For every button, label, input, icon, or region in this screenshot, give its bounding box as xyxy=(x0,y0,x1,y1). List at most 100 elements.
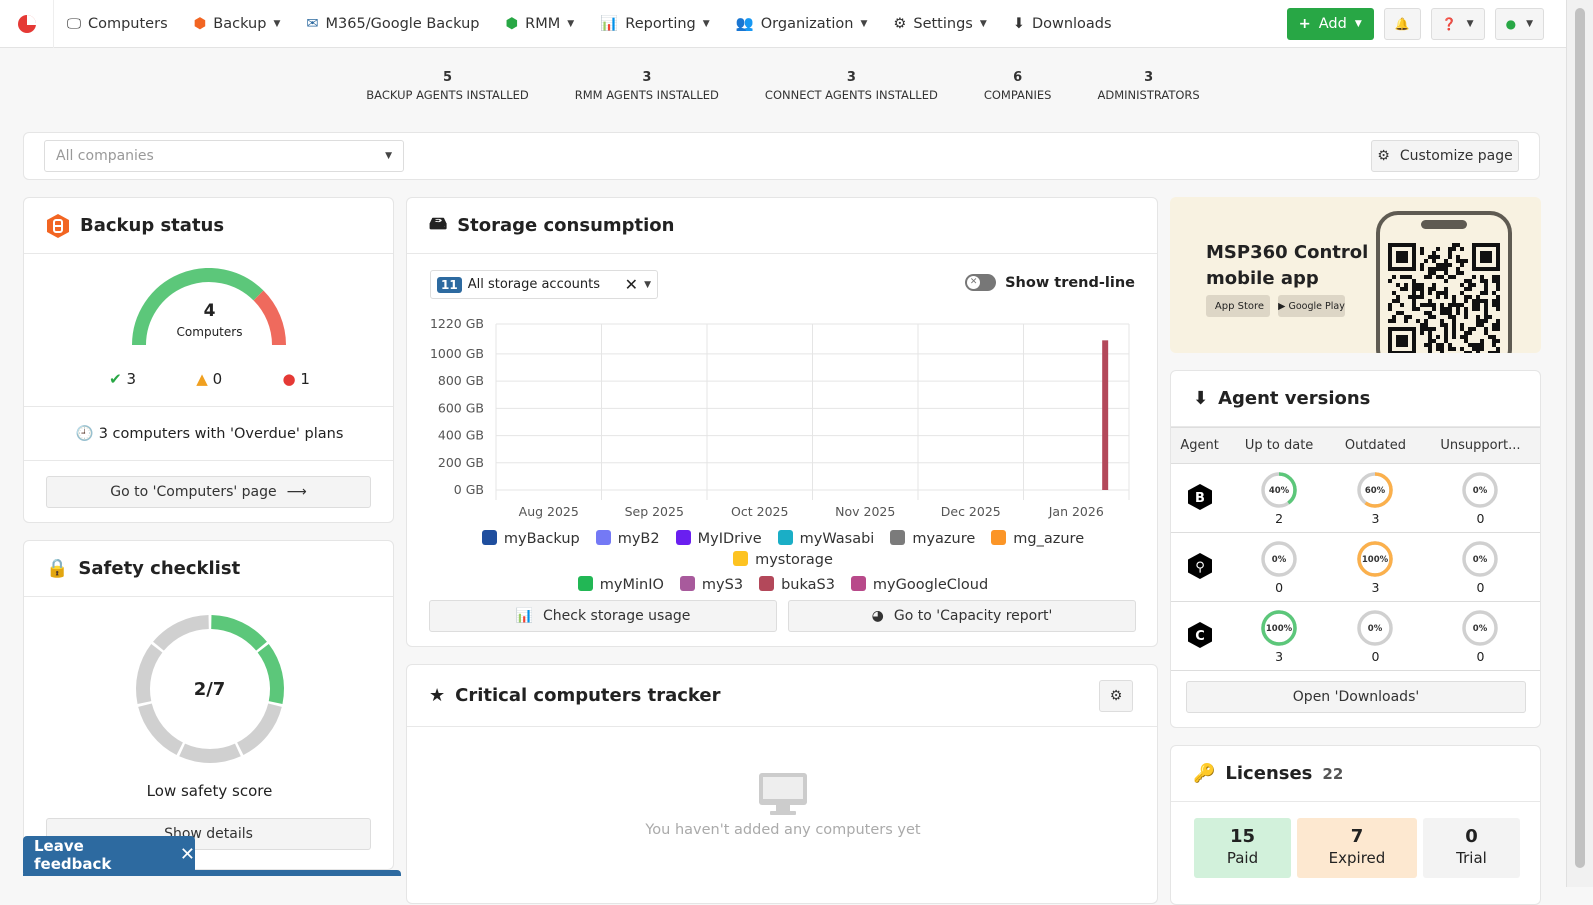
clear-icon[interactable]: ✕ xyxy=(624,275,639,294)
stat-item[interactable]: 3 RMM AGENTS INSTALLED xyxy=(574,70,719,102)
mobile-app-banner[interactable]: MSP360 Control mobile app App Store ▶ Goog… xyxy=(1170,197,1541,353)
column-header: Up to date xyxy=(1228,427,1330,464)
customize-page-button[interactable]: ⚙ Customize page xyxy=(1371,140,1519,172)
y-tick-label: 0 GB xyxy=(454,482,484,497)
chevron-down-icon[interactable]: ▼ xyxy=(644,279,651,290)
overdue-plans[interactable]: 🕘 3 computers with 'Overdue' plans xyxy=(24,406,393,461)
agent-version-cell[interactable]: 0% 0 xyxy=(1329,601,1421,671)
stat-item[interactable]: 6 COMPANIES xyxy=(983,70,1052,102)
nav-item-downloads[interactable]: ⬇ Downloads xyxy=(1012,15,1112,32)
app-logo[interactable] xyxy=(0,0,54,48)
scrollbar[interactable] xyxy=(1566,0,1593,887)
app-store-badge[interactable]: App Store xyxy=(1206,295,1270,317)
expired-licenses[interactable]: 7 Expired xyxy=(1297,818,1417,878)
nav-item-settings[interactable]: ⚙ Settings ▼ xyxy=(893,15,987,32)
safety-segment xyxy=(236,703,282,756)
legend-item[interactable]: bukaS3 xyxy=(759,576,835,593)
agent-version-cell[interactable]: 100% 3 xyxy=(1228,601,1330,671)
lock-icon: 🔒 xyxy=(46,558,69,579)
user-menu-button[interactable]: ● ▼ xyxy=(1494,8,1544,40)
agent-version-cell[interactable]: 0% 0 xyxy=(1228,532,1330,602)
nav-item-rmm[interactable]: ⬢ RMM ▼ xyxy=(505,15,575,32)
open-downloads-button[interactable]: Open 'Downloads' xyxy=(1186,681,1526,713)
percent-ring: 60% xyxy=(1357,471,1394,508)
nav-item-organization[interactable]: 👥 Organization ▼ xyxy=(735,15,868,33)
percent-ring: 0% xyxy=(1261,540,1297,577)
stat-item[interactable]: 5 BACKUP AGENTS INSTALLED xyxy=(366,70,529,102)
agent-version-cell[interactable]: 0% 0 xyxy=(1420,532,1540,602)
svg-text:0%: 0% xyxy=(1473,555,1488,565)
safety-segment xyxy=(136,644,163,705)
capacity-report-button[interactable]: ◕ Go to 'Capacity report' xyxy=(788,600,1136,632)
bar-bukaS3 xyxy=(1102,340,1109,490)
company-select[interactable]: All companies ▼ xyxy=(44,140,404,172)
legend-item[interactable]: myWasabi xyxy=(777,530,874,547)
leave-feedback-button[interactable]: Leave feedback ✕ xyxy=(23,836,195,873)
svg-text:40%: 40% xyxy=(1269,486,1290,496)
storage-accounts-select[interactable]: 11 All storage accounts ✕ ▼ xyxy=(430,270,658,299)
agent-version-cell[interactable]: 60% 3 xyxy=(1329,463,1421,533)
storage-consumption-card: 🖴 Storage consumption 11 All storage acco… xyxy=(406,197,1158,647)
add-button[interactable]: + Add ▼ xyxy=(1286,8,1374,40)
svg-text:0%: 0% xyxy=(1473,624,1488,634)
legend-item[interactable]: myazure xyxy=(890,530,975,547)
agent-version-cell[interactable]: 100% 3 xyxy=(1329,532,1421,602)
percent-ring: 40% xyxy=(1261,471,1297,508)
legend-item[interactable]: myB2 xyxy=(595,530,660,547)
backup-agent-icon: B xyxy=(1187,483,1212,510)
bell-icon: 🔔 xyxy=(1394,17,1410,31)
star-icon: ★ xyxy=(429,685,446,706)
user-icon: ● xyxy=(1505,17,1517,31)
chart-legend: myBackup myB2 MyIDrive myWasabi myazure mg_az… xyxy=(407,530,1157,593)
backup-icon xyxy=(47,213,69,238)
warning-count[interactable]: ▲ 0 xyxy=(196,370,223,388)
warning-icon: ▲ xyxy=(196,370,208,388)
agent-version-cell[interactable]: 0% 0 xyxy=(1420,601,1540,671)
download-icon: ⬇ xyxy=(1193,388,1209,409)
toggle-switch[interactable]: ✕ xyxy=(965,274,997,291)
go-to-computers-button[interactable]: Go to 'Computers' page ⟶ xyxy=(46,476,371,508)
y-tick-label: 1220 GB xyxy=(430,316,484,331)
chevron-down-icon: ▼ xyxy=(702,18,710,29)
critical-computers-card: ★ Critical computers tracker ⚙ You haven'… xyxy=(406,664,1158,904)
notifications-button[interactable]: 🔔 xyxy=(1383,8,1421,40)
nav-item-m365-google-backup[interactable]: ✉ M365/Google Backup xyxy=(306,15,480,32)
ok-count[interactable]: ✔ 3 xyxy=(109,370,137,388)
legend-item[interactable]: myS3 xyxy=(679,576,743,593)
x-tick-label: Oct 2025 xyxy=(731,504,788,519)
chevron-down-icon: ▼ xyxy=(385,151,392,161)
svg-text:C: C xyxy=(1195,629,1205,644)
agent-version-cell[interactable]: 40% 2 xyxy=(1228,463,1330,533)
stat-item[interactable]: 3 ADMINISTRATORS xyxy=(1097,70,1200,102)
error-count[interactable]: ● 1 xyxy=(282,370,310,388)
percent-ring: 0% xyxy=(1462,471,1499,508)
gear-icon: ⚙ xyxy=(893,15,907,32)
google-play-badge[interactable]: ▶ Google Play xyxy=(1278,295,1345,317)
legend-item[interactable]: mg_azure xyxy=(991,530,1084,547)
close-icon[interactable]: ✕ xyxy=(179,844,195,865)
stat-item[interactable]: 3 CONNECT AGENTS INSTALLED xyxy=(764,70,938,102)
legend-swatch xyxy=(595,530,611,545)
legend-item[interactable]: MyIDrive xyxy=(675,530,762,547)
nav-item-reporting[interactable]: 📊 Reporting ▼ xyxy=(600,15,710,33)
y-tick-label: 1000 GB xyxy=(430,346,484,361)
legend-item[interactable]: myMinIO xyxy=(577,576,664,593)
trial-licenses[interactable]: 0 Trial xyxy=(1423,818,1520,878)
agent-row: ⚲ 0% 0 100% 3 0% 0 xyxy=(1171,532,1540,602)
help-button[interactable]: ❓ ▼ xyxy=(1430,8,1485,40)
legend-item[interactable]: myGoogleCloud xyxy=(850,576,988,593)
agent-version-cell[interactable]: 0% 0 xyxy=(1420,463,1540,533)
nav-item-computers[interactable]: 🖵 Computers xyxy=(67,15,168,32)
nav-item-backup[interactable]: ⬢ Backup ▼ xyxy=(193,15,281,32)
phone-illustration xyxy=(1376,211,1512,353)
paid-licenses[interactable]: 15 Paid xyxy=(1194,818,1291,878)
legend-item[interactable]: mystorage xyxy=(733,551,833,568)
tracker-settings-button[interactable]: ⚙ xyxy=(1099,680,1133,712)
legend-item[interactable]: myBackup xyxy=(481,530,580,547)
svg-text:0%: 0% xyxy=(1473,486,1488,496)
agent-versions-table: Agent Up to date Outdated Unsupport... B 40% 2… xyxy=(1171,427,1540,671)
check-storage-usage-button[interactable]: 📊 Check storage usage xyxy=(429,600,777,632)
safety-score: 2/7 xyxy=(193,679,226,700)
trend-line-toggle[interactable]: ✕ Show trend-line xyxy=(965,274,1135,291)
check-circle-icon: ✔ xyxy=(109,370,122,388)
